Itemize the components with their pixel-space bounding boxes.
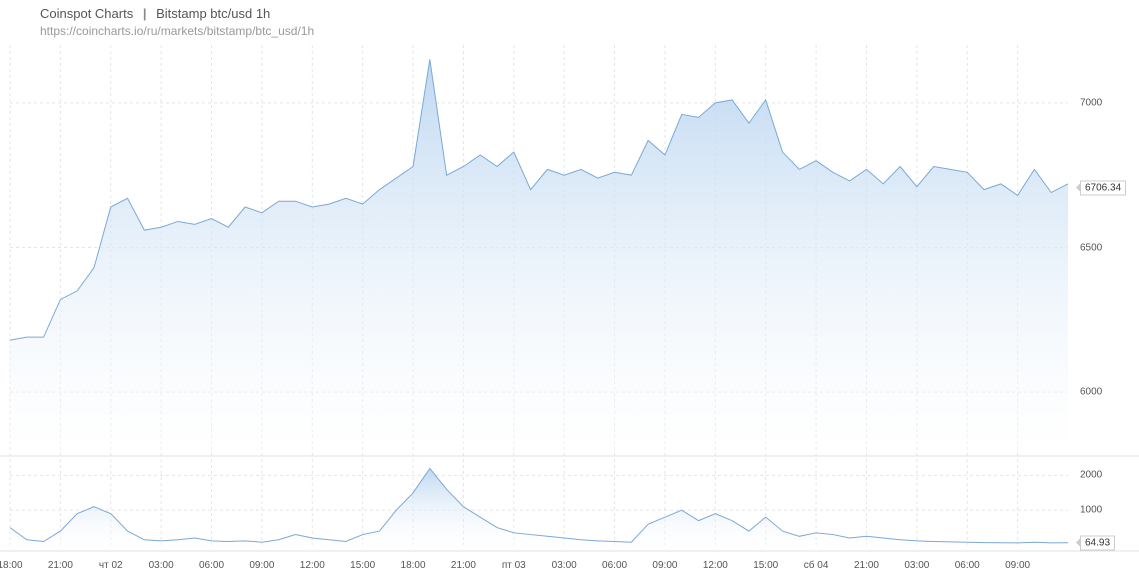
x-tick-48: сб 04 [804,560,829,571]
y-tick-price-6000: 6000 [1080,387,1102,398]
x-tick-12: 06:00 [199,560,224,571]
x-tick-27: 21:00 [451,560,476,571]
y-tick-price-6500: 6500 [1080,242,1102,253]
chart-svg [0,0,1139,578]
x-tick-30: пт 03 [502,560,526,571]
y-tick-price-7000: 7000 [1080,97,1102,108]
volume-current-tag: 64.93 [1080,535,1115,550]
x-tick-15: 09:00 [249,560,274,571]
x-tick-21: 15:00 [350,560,375,571]
x-tick-33: 03:00 [552,560,577,571]
x-tick-6: чт 02 [99,560,123,571]
chart-container [0,0,1139,578]
x-tick-42: 12:00 [703,560,728,571]
x-tick-51: 21:00 [854,560,879,571]
y-tick-vol-1000: 1000 [1080,505,1102,516]
x-tick-54: 03:00 [904,560,929,571]
price-current-tag: 6706.34 [1080,180,1126,195]
x-tick-36: 06:00 [602,560,627,571]
x-tick-3: 21:00 [48,560,73,571]
x-tick-24: 18:00 [401,560,426,571]
x-tick-9: 03:00 [149,560,174,571]
y-tick-vol-2000: 2000 [1080,470,1102,481]
x-tick-45: 15:00 [753,560,778,571]
x-tick-57: 06:00 [955,560,980,571]
x-tick-39: 09:00 [652,560,677,571]
x-tick-0: 18:00 [0,560,23,571]
x-tick-18: 12:00 [300,560,325,571]
x-tick-60: 09:00 [1005,560,1030,571]
